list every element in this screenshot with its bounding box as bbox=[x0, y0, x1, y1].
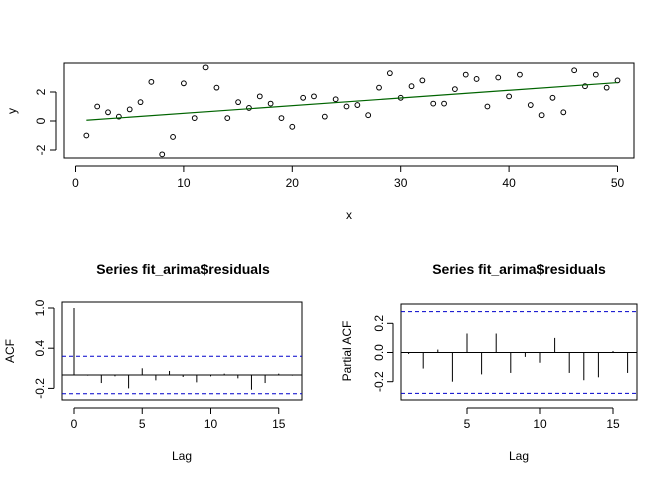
acf-y-tick-label: 1.0 bbox=[33, 299, 47, 316]
acf-panel: Series fit_arima$residuals 0 5 10 15 -0.2 0.… bbox=[3, 261, 303, 463]
scatter-point bbox=[462, 71, 469, 78]
scatter-point bbox=[527, 102, 534, 108]
pacf-x-tick-label: 5 bbox=[464, 417, 471, 431]
acf-x-tick-label: 5 bbox=[139, 417, 146, 431]
pacf-y-tick-label: -0.2 bbox=[372, 371, 386, 392]
scatter-point bbox=[300, 94, 307, 101]
pacf-x-tick-label: 15 bbox=[606, 417, 620, 431]
scatter-y-label: y bbox=[5, 108, 19, 114]
scatter-point bbox=[506, 93, 513, 100]
scatter-x-tick-label: 30 bbox=[394, 176, 408, 190]
scatter-point bbox=[256, 93, 263, 100]
scatter-panel: 0 10 20 30 40 50 -2 0 2 x y bbox=[5, 62, 635, 222]
scatter-point bbox=[354, 102, 361, 108]
scatter-x-tick-label: 50 bbox=[611, 176, 625, 190]
acf-plot-box bbox=[61, 301, 303, 401]
scatter-point bbox=[549, 94, 556, 101]
scatter-point bbox=[571, 67, 578, 74]
acf-x-tick-label: 10 bbox=[204, 417, 218, 431]
scatter-point bbox=[235, 99, 242, 106]
scatter-x-tick-label: 40 bbox=[502, 176, 516, 190]
scatter-point bbox=[538, 112, 545, 119]
scatter-point bbox=[126, 106, 133, 113]
scatter-point bbox=[376, 84, 382, 91]
scatter-point bbox=[441, 100, 447, 107]
acf-x-label: Lag bbox=[172, 449, 192, 463]
scatter-point bbox=[94, 103, 101, 110]
scatter-point bbox=[224, 115, 231, 121]
pacf-x-label: Lag bbox=[509, 449, 529, 463]
scatter-point bbox=[517, 71, 523, 78]
scatter-point bbox=[213, 84, 220, 91]
scatter-point bbox=[191, 115, 198, 121]
scatter-x-label: x bbox=[346, 208, 352, 222]
acf-y-tick-label: 0.4 bbox=[33, 340, 47, 357]
scatter-point bbox=[386, 70, 393, 77]
scatter-point bbox=[419, 77, 426, 84]
scatter-point bbox=[408, 83, 415, 90]
scatter-plot-box bbox=[63, 62, 635, 159]
scatter-point bbox=[202, 64, 209, 71]
scatter-x-tick-label: 10 bbox=[177, 176, 191, 190]
pacf-panel: Series fit_arima$residuals 5 10 15 -0.2 0.0… bbox=[340, 261, 638, 463]
scatter-point bbox=[484, 103, 491, 110]
scatter-point bbox=[614, 77, 621, 84]
pacf-y-tick-label: 0.0 bbox=[372, 344, 386, 361]
acf-y-label: ACF bbox=[3, 339, 17, 363]
acf-x-tick-label: 15 bbox=[272, 417, 286, 431]
pacf-x-tick-label: 10 bbox=[533, 417, 547, 431]
scatter-point bbox=[181, 80, 187, 87]
scatter-point bbox=[148, 78, 155, 85]
scatter-point bbox=[289, 123, 296, 130]
acf-x-tick-label: 0 bbox=[71, 417, 78, 431]
scatter-point bbox=[321, 113, 328, 120]
scatter-point bbox=[430, 100, 437, 107]
scatter-point bbox=[452, 86, 458, 92]
scatter-point bbox=[311, 93, 317, 100]
scatter-point bbox=[83, 132, 90, 139]
scatter-y-tick-label: 2 bbox=[34, 88, 48, 95]
scatter-point bbox=[137, 99, 144, 106]
trend-line bbox=[86, 81, 618, 121]
scatter-point bbox=[592, 71, 599, 78]
scatter-point bbox=[473, 76, 480, 82]
scatter-point bbox=[267, 100, 274, 107]
pacf-y-label: Partial ACF bbox=[340, 321, 354, 382]
pacf-y-tick-label: 0.2 bbox=[372, 315, 386, 332]
scatter-y-tick-label: -2 bbox=[34, 144, 48, 155]
scatter-y-tick-label: 0 bbox=[34, 117, 48, 124]
scatter-point bbox=[603, 84, 610, 91]
scatter-point bbox=[560, 109, 567, 116]
scatter-point bbox=[365, 112, 372, 119]
acf-y-tick-label: -0.2 bbox=[33, 378, 47, 399]
scatter-point bbox=[582, 83, 588, 90]
scatter-point bbox=[159, 151, 166, 158]
scatter-point bbox=[115, 113, 122, 120]
scatter-point bbox=[105, 109, 111, 116]
scatter-point bbox=[278, 115, 285, 121]
pacf-title: Series fit_arima$residuals bbox=[432, 261, 606, 277]
scatter-point bbox=[246, 105, 252, 111]
scatter-point bbox=[332, 96, 339, 103]
scatter-point bbox=[343, 103, 350, 110]
scatter-point bbox=[495, 74, 502, 81]
scatter-point bbox=[170, 134, 176, 140]
scatter-x-tick-label: 0 bbox=[72, 176, 79, 190]
acf-title: Series fit_arima$residuals bbox=[96, 261, 270, 277]
scatter-x-tick-label: 20 bbox=[286, 176, 300, 190]
